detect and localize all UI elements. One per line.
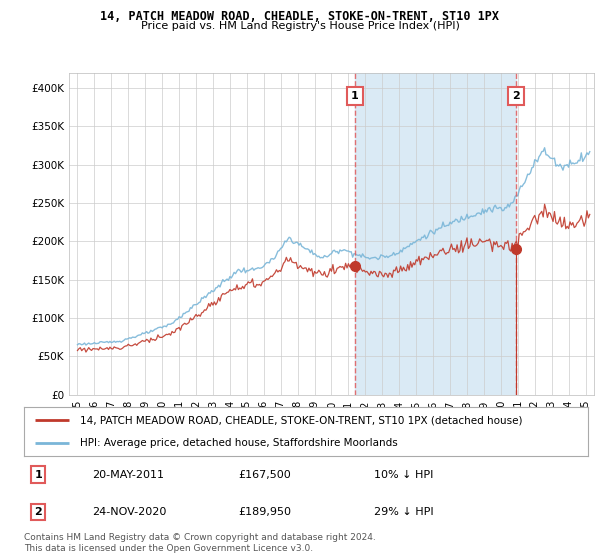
Text: £189,950: £189,950 [238,507,292,517]
Text: 10% ↓ HPI: 10% ↓ HPI [374,470,433,479]
Text: 14, PATCH MEADOW ROAD, CHEADLE, STOKE-ON-TRENT, ST10 1PX: 14, PATCH MEADOW ROAD, CHEADLE, STOKE-ON… [101,10,499,23]
Text: 1: 1 [34,470,42,479]
Text: 2: 2 [34,507,42,517]
Text: £167,500: £167,500 [238,470,291,479]
Text: 29% ↓ HPI: 29% ↓ HPI [374,507,433,517]
Text: Contains HM Land Registry data © Crown copyright and database right 2024.
This d: Contains HM Land Registry data © Crown c… [24,533,376,553]
Text: 20-MAY-2011: 20-MAY-2011 [92,470,164,479]
Text: HPI: Average price, detached house, Staffordshire Moorlands: HPI: Average price, detached house, Staf… [80,438,398,448]
Text: 24-NOV-2020: 24-NOV-2020 [92,507,166,517]
Text: Price paid vs. HM Land Registry's House Price Index (HPI): Price paid vs. HM Land Registry's House … [140,21,460,31]
Text: 2: 2 [512,91,520,101]
Text: 1: 1 [351,91,359,101]
Text: 14, PATCH MEADOW ROAD, CHEADLE, STOKE-ON-TRENT, ST10 1PX (detached house): 14, PATCH MEADOW ROAD, CHEADLE, STOKE-ON… [80,416,523,426]
Bar [355,73,516,395]
